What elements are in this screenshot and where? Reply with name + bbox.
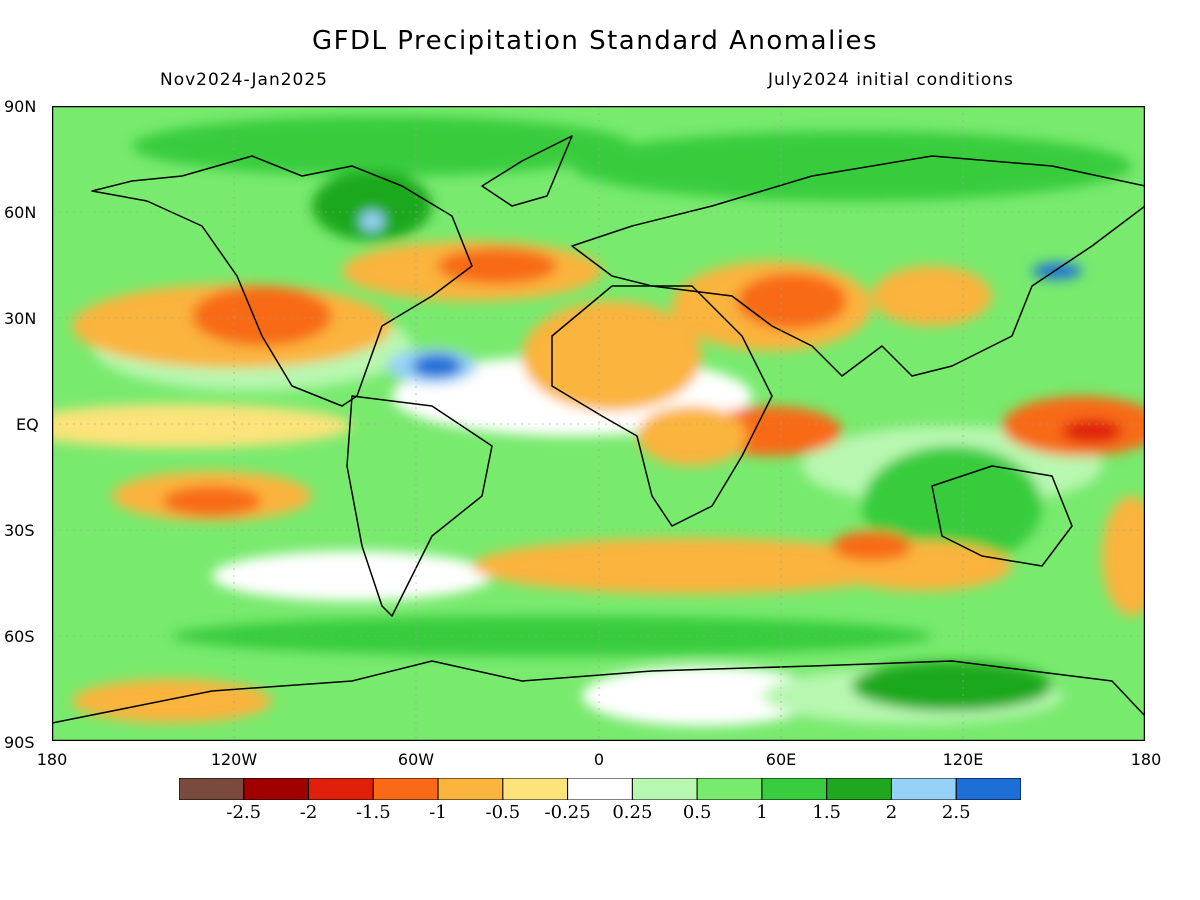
coastline-antarctica: [52, 660, 1145, 724]
colorbar-tick-label: -2: [299, 802, 318, 823]
lon-label-180e: 180: [1130, 750, 1162, 769]
period-label: Nov2024-Jan2025: [160, 70, 328, 90]
colorbar-swatch: [826, 778, 892, 800]
lon-label-120w: 120W: [210, 750, 258, 769]
colorbar-swatch: [243, 778, 310, 800]
colorbar-tick-label: -0.25: [544, 802, 591, 823]
init-conditions-label: July2024 initial conditions: [768, 70, 1014, 90]
coastline-eurasia: [571, 155, 1145, 377]
lon-label-60w: 60W: [397, 750, 435, 769]
chart-title: GFDL Precipitation Standard Anomalies: [311, 26, 879, 56]
colorbar-swatch: [696, 778, 763, 800]
colorbar-swatch: [955, 778, 1021, 800]
colorbar-tick-label: 2.5: [941, 802, 971, 823]
colorbar-tick-label: -2.5: [226, 802, 262, 823]
lat-label-30s: 30S: [4, 521, 35, 540]
lon-label-120e: 120E: [942, 750, 984, 769]
coastline-north-america: [91, 155, 473, 407]
coastline-south-america: [346, 395, 493, 617]
colorbar-swatch: [372, 778, 439, 800]
colorbar-swatch: [502, 778, 569, 800]
colorbar-swatch: [631, 778, 698, 800]
lat-label-90n: 90N: [4, 97, 37, 116]
colorbar-tick-label: 1.5: [812, 802, 842, 823]
map-frame: [52, 106, 1145, 741]
coastline-africa: [551, 285, 773, 527]
colorbar-tick-label: 2: [885, 802, 898, 823]
colorbar-tick-label: -0.5: [485, 802, 521, 823]
lat-label-30n: 30N: [4, 309, 37, 328]
lat-label-60n: 60N: [4, 203, 37, 222]
colorbar-swatch: [179, 778, 245, 800]
colorbar-swatch: [308, 778, 374, 800]
colorbar-tick-label: -1.5: [355, 802, 391, 823]
lat-label-eq: EQ: [16, 415, 39, 434]
colorbar-tick-label: 0.25: [612, 802, 653, 823]
colorbar: [179, 778, 1021, 800]
colorbar-tick-label: -1: [429, 802, 447, 823]
colorbar-tick-label: 0.5: [682, 802, 712, 823]
lon-label-180w: 180: [36, 750, 68, 769]
lat-label-60s: 60S: [4, 627, 35, 646]
colorbar-swatch: [890, 778, 957, 800]
lon-label-0: 0: [593, 750, 605, 769]
lon-label-60e: 60E: [765, 750, 797, 769]
coastline-greenland: [481, 135, 573, 207]
coastline-australia: [931, 465, 1073, 567]
lat-label-90s: 90S: [4, 733, 35, 752]
colorbar-swatch: [761, 778, 828, 800]
anomaly-map: [52, 106, 1145, 741]
colorbar-swatch: [567, 778, 633, 800]
colorbar-tick-label: 1: [756, 802, 768, 823]
colorbar-swatch: [437, 778, 504, 800]
